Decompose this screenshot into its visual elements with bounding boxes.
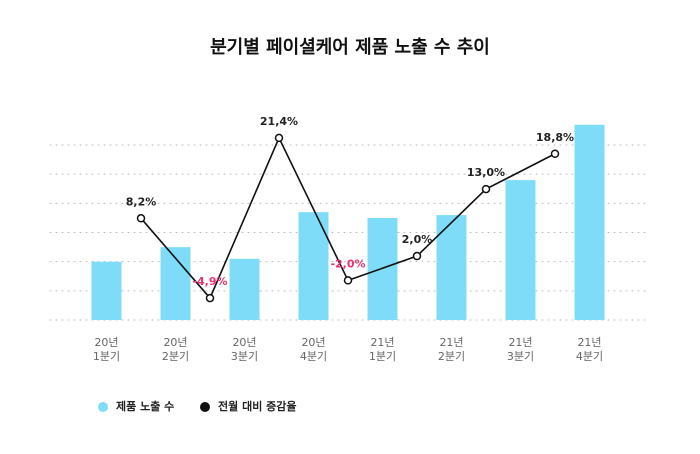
line-point <box>136 214 146 223</box>
line-point <box>550 149 560 159</box>
x-tick-label: 3분기 <box>231 350 258 363</box>
data-label: 8,2% <box>126 195 157 208</box>
line-point <box>343 276 353 285</box>
data-label: -4,9% <box>192 275 227 288</box>
bar <box>505 180 536 320</box>
line-point <box>481 184 491 194</box>
x-tick-label: 1분기 <box>93 350 120 363</box>
x-tick-label: 21년 <box>439 336 463 349</box>
x-tick-label: 3분기 <box>507 350 534 363</box>
data-label: -2,0% <box>330 257 365 270</box>
x-tick-label: 21년 <box>508 336 532 349</box>
data-label: 21,4% <box>260 115 298 128</box>
x-tick-label: 20년 <box>94 336 118 349</box>
line-point <box>274 133 284 143</box>
line-point <box>205 293 215 303</box>
x-tick-label: 21년 <box>370 336 394 349</box>
bar <box>574 124 605 320</box>
legend-label: 제품 노출 수 <box>116 399 174 413</box>
legend-marker <box>98 402 108 412</box>
data-label: 13,0% <box>467 166 505 179</box>
data-label: 18,8% <box>536 131 574 144</box>
legend-label: 전월 대비 증감율 <box>218 399 297 413</box>
bar <box>436 215 467 320</box>
bar <box>298 212 329 320</box>
bar <box>229 258 260 320</box>
x-tick-label: 2분기 <box>438 350 465 363</box>
x-tick-label: 20년 <box>301 336 325 349</box>
legend-marker <box>200 402 210 412</box>
line-point <box>412 251 422 261</box>
chart-title: 분기별 페이셜케어 제품 노출 수 추이 <box>210 37 490 58</box>
bar <box>91 261 122 320</box>
line <box>140 135 556 300</box>
x-tick-label: 4분기 <box>576 350 603 363</box>
x-tick-label: 20년 <box>232 336 256 349</box>
x-tick-label: 21년 <box>577 336 601 349</box>
x-tick-label: 2분기 <box>162 350 189 363</box>
x-tick-label: 20년 <box>163 336 187 349</box>
data-label: 2,0% <box>402 233 433 246</box>
x-tick-label: 4분기 <box>300 350 327 363</box>
x-tick-label: 1분기 <box>369 350 396 363</box>
